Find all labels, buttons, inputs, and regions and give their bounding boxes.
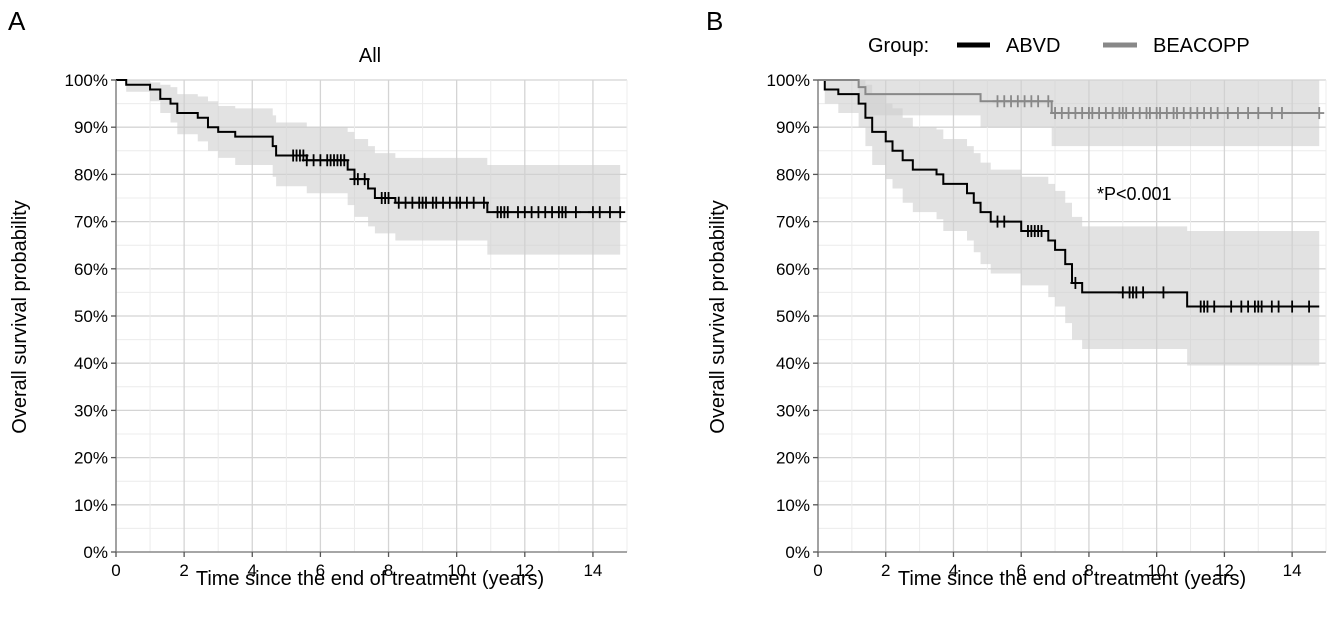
panel-b: B Group: ABVD BEACOPP 0% 10% 20% 30% 40% 50% 6…	[706, 6, 1327, 590]
panel-b-survival-line-1	[818, 79, 1320, 115]
panel-b-x-tick-label: 4	[949, 561, 958, 580]
panel-b-survival-line-0	[818, 79, 1320, 308]
panel-b-y-tick-label: 80%	[776, 165, 810, 184]
panel-a-y-tick-label: 60%	[74, 260, 108, 279]
panel-b-y-tick-label: 10%	[776, 496, 810, 515]
panel-a-y-tick-label: 0%	[83, 543, 108, 562]
panel-b-legend: Group: ABVD BEACOPP	[868, 35, 1250, 57]
panel-b-y-tick-label: 40%	[776, 354, 810, 373]
panel-a-y-tick-label: 40%	[74, 354, 108, 373]
legend-label-beacopp: BEACOPP	[1153, 35, 1250, 57]
panel-a-y-axis-title: Overall survival probability	[9, 200, 31, 433]
panel-a-x-tick-label: 12	[515, 561, 534, 580]
panel-a-plot-area: 0% 10% 20% 30% 40% 50% 60% 70% 80% 90% 100% 0 2 4 6 8 10…	[65, 71, 628, 580]
panel-b-y-tick-label: 70%	[776, 213, 810, 232]
panel-b-y-axis-title: Overall survival probability	[707, 200, 729, 433]
panel-b-ci-band-0	[818, 80, 1320, 366]
panel-b-y-tick-label: 50%	[776, 307, 810, 326]
panel-a-x-tick-label: 8	[384, 561, 393, 580]
panel-b-x-tick-label: 14	[1283, 561, 1302, 580]
panel-b-y-tick-label: 90%	[776, 118, 810, 137]
legend-label-abvd: ABVD	[1006, 35, 1060, 57]
panel-a-y-tick-label: 20%	[74, 449, 108, 468]
panel-b-x-axis-title: Time since the end of treatment (years)	[898, 568, 1246, 590]
panel-b-x-tick-label: 6	[1016, 561, 1025, 580]
panel-a-y-tick-label: 10%	[74, 496, 108, 515]
panel-b-letter: B	[706, 6, 723, 36]
panel-a-x-tick-label: 14	[583, 561, 602, 580]
panel-a-x-tick-label: 6	[316, 561, 325, 580]
panel-a-x-tick-label: 10	[447, 561, 466, 580]
panel-a-y-tick-label: 30%	[74, 401, 108, 420]
legend-title: Group:	[868, 35, 929, 57]
panel-a-x-tick-label: 2	[179, 561, 188, 580]
panel-b-y-tick-label: 20%	[776, 449, 810, 468]
panel-b-x-tick-label: 8	[1084, 561, 1093, 580]
panel-b-x-tick-label: 10	[1147, 561, 1166, 580]
panel-a-y-tick-label: 90%	[74, 118, 108, 137]
panel-a-x-tick-label: 0	[111, 561, 120, 580]
panel-a-survival-line-0	[116, 79, 621, 214]
panel-a-title: All	[359, 45, 381, 67]
panel-a-x-tick-label: 4	[248, 561, 257, 580]
panel-a-x-axis-title: Time since the end of treatment (years)	[196, 568, 544, 590]
panel-b-x-tick-label: 2	[881, 561, 890, 580]
panel-b-y-tick-label: 100%	[767, 71, 810, 90]
panel-a-y-tick-label: 80%	[74, 165, 108, 184]
panel-b-y-tick-label: 30%	[776, 401, 810, 420]
panel-a-y-tick-label: 70%	[74, 213, 108, 232]
p-value-annotation: *P<0.001	[1097, 184, 1172, 204]
panel-b-x-tick-label: 12	[1215, 561, 1234, 580]
panel-b-x-tick-label: 0	[813, 561, 822, 580]
panel-a-y-tick-label: 100%	[65, 71, 108, 90]
panel-a-ci-band-0	[116, 80, 621, 255]
panel-a-y-tick-label: 50%	[74, 307, 108, 326]
panel-b-y-tick-label: 60%	[776, 260, 810, 279]
panel-b-plot-area: 0% 10% 20% 30% 40% 50% 60% 70% 80% 90% 100% 0 2 4 6 8 10…	[767, 71, 1327, 580]
panel-a-letter: A	[8, 6, 26, 36]
panel-a: A All 0%10%20%30%40%50%60%70%80%90%100%0…	[8, 6, 628, 590]
panel-b-y-tick-label: 0%	[785, 543, 810, 562]
